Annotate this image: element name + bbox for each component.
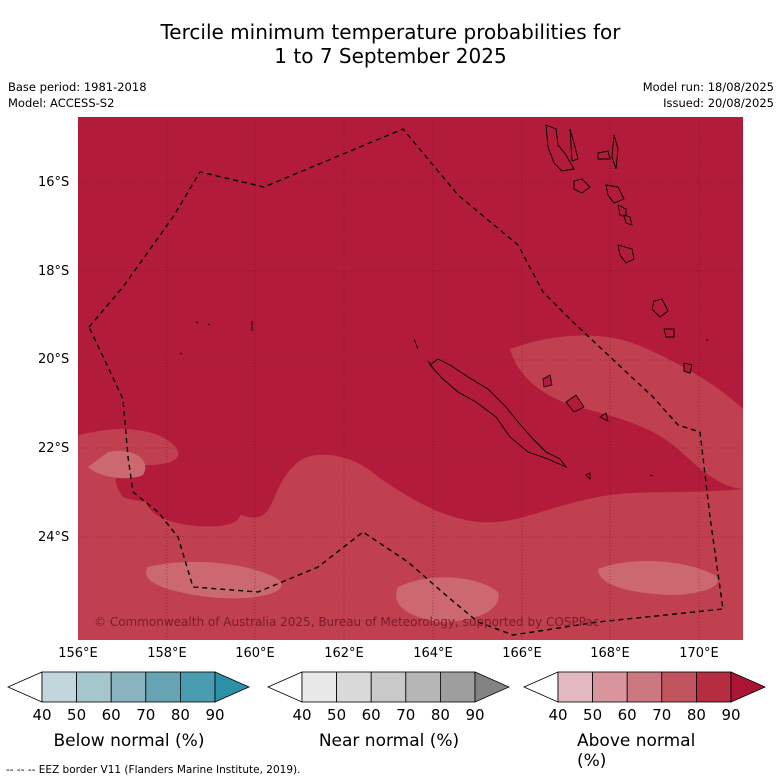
colorbar-extend-high <box>730 671 766 703</box>
map-title-line-2: 1 to 7 September 2025 <box>274 44 507 68</box>
lon-label-156e: 156°E <box>58 646 98 661</box>
colorbar-tick-label: 80 <box>431 706 450 724</box>
lon-label-162e: 162°E <box>324 646 364 661</box>
lat-label-24s: 24°S <box>38 530 70 545</box>
base-period: Base period: 1981-2018 <box>8 80 147 94</box>
colorbar-extend-low <box>523 671 559 703</box>
colorbar-tick-label: 90 <box>721 706 740 724</box>
colorbar-tick-label: 50 <box>327 706 346 724</box>
belep-islands <box>413 338 435 370</box>
colorbar-segment <box>405 671 441 703</box>
colorbar-above-normal: 40 50 60 70 80 90 <box>523 671 766 724</box>
issued-date: Issued: 20/08/2025 <box>663 96 774 110</box>
region-low-prob-patch-south-2 <box>598 561 718 595</box>
colorbar-near-normal: 40 50 60 70 80 90 <box>267 671 510 724</box>
model-name: Model: ACCESS-S2 <box>8 96 115 110</box>
colorbar-tick-label: 70 <box>136 706 155 724</box>
region-lower-prob-east <box>510 335 743 489</box>
colorbar-title-below-normal: Below normal (%) <box>53 731 205 751</box>
colorbar-title-near-normal: Near normal (%) <box>318 731 460 751</box>
small-islets <box>179 321 709 477</box>
region-low-prob-patch-south-1 <box>396 577 499 622</box>
region-higher-prob-pocket <box>145 487 241 527</box>
region-low-prob-patch-southwest <box>146 561 282 599</box>
probability-map: © Commonwealth of Australia 2025, Bureau… <box>78 117 743 640</box>
colorbar-segment <box>695 671 732 703</box>
colorbar-segment <box>41 671 77 703</box>
vanuatu-islands <box>545 124 693 374</box>
colorbar-tick-label: 60 <box>102 706 121 724</box>
lon-label-166e: 166°E <box>502 646 542 661</box>
colorbar-segment <box>626 671 663 703</box>
colorbar-tick-label: 70 <box>652 706 671 724</box>
colorbar-tick-label: 60 <box>362 706 381 724</box>
colorbar-extend-high <box>214 671 250 703</box>
colorbar-tick-label: 70 <box>396 706 415 724</box>
lat-label-18s: 18°S <box>38 264 70 279</box>
lon-label-158e: 158°E <box>147 646 187 661</box>
colorbar-segment <box>179 671 216 703</box>
colorbar-below-normal: 40 50 60 70 80 90 <box>7 671 250 724</box>
colorbar-tick-label: 40 <box>292 706 311 724</box>
colorbar-tick-label: 80 <box>687 706 706 724</box>
colorbar-segment <box>301 671 337 703</box>
colorbar-segment <box>336 671 372 703</box>
lon-label-160e: 160°E <box>235 646 275 661</box>
graticule <box>78 117 743 640</box>
colorbar-segment <box>557 671 593 703</box>
eez-border <box>88 128 724 636</box>
lat-label-20s: 20°S <box>38 352 70 367</box>
lat-label-16s: 16°S <box>38 175 70 190</box>
colorbar-segment <box>110 671 147 703</box>
colorbar-tick-label: 50 <box>583 706 602 724</box>
copyright-notice: © Commonwealth of Australia 2025, Bureau… <box>94 615 599 629</box>
colorbar-tick-label: 90 <box>205 706 224 724</box>
region-low-prob-patch-west <box>88 450 146 479</box>
colorbar-tick-label: 50 <box>67 706 86 724</box>
colorbar-extend-low <box>267 671 303 703</box>
lon-label-170e: 170°E <box>679 646 719 661</box>
loyalty-islands <box>542 374 609 480</box>
colorbar-segment <box>661 671 697 703</box>
map-title-line-1: Tercile minimum temperature probabilitie… <box>160 20 621 44</box>
colorbar-segment <box>592 671 628 703</box>
lat-label-22s: 22°S <box>38 441 70 456</box>
colorbar-tick-label: 40 <box>548 706 567 724</box>
model-run: Model run: 18/08/2025 <box>642 80 774 94</box>
colorbar-segment <box>76 671 112 703</box>
colorbar-tick-label: 80 <box>171 706 190 724</box>
eez-border-legend: -- -- -- EEZ border V11 (Flanders Marine… <box>6 764 301 776</box>
colorbar-segment <box>370 671 407 703</box>
colorbar-extend-high <box>474 671 510 703</box>
lon-label-168e: 168°E <box>590 646 630 661</box>
new-caledonia-coastline <box>429 358 568 469</box>
colorbar-title-above-normal: Above normal (%) <box>577 731 696 771</box>
colorbar-segment <box>145 671 181 703</box>
colorbar-extend-low <box>7 671 43 703</box>
colorbar-tick-label: 90 <box>465 706 484 724</box>
colorbar-tick-label: 40 <box>32 706 51 724</box>
colorbar-tick-label: 60 <box>618 706 637 724</box>
lon-label-164e: 164°E <box>413 646 453 661</box>
colorbar-segment <box>439 671 476 703</box>
